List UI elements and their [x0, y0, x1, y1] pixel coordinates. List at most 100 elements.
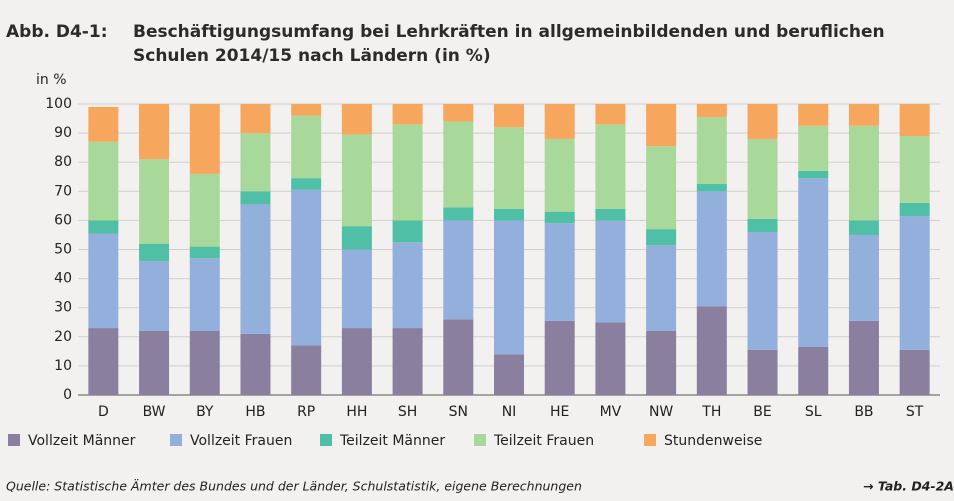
bar-segment	[240, 133, 271, 192]
bar-segment	[189, 104, 220, 174]
y-tick-label: 20	[54, 329, 72, 345]
bar-segment	[544, 211, 575, 224]
bar-segment	[291, 345, 322, 395]
y-tick-label: 10	[54, 358, 72, 374]
bar-segment	[88, 328, 119, 395]
bar-segment	[392, 124, 423, 221]
bar-segment	[291, 189, 322, 346]
bar-segment	[240, 191, 271, 205]
bar-segment	[696, 306, 727, 395]
bar-segment	[189, 173, 220, 247]
bar-segment	[696, 104, 727, 118]
x-tick-label: BW	[143, 404, 166, 420]
legend-label: Stundenweise	[664, 433, 762, 449]
bar-segment	[291, 115, 322, 179]
bar-segment	[443, 319, 474, 395]
legend-swatch	[170, 434, 182, 446]
bar-segment	[443, 207, 474, 221]
source: Quelle: Statistische Ämter des Bundes un…	[6, 479, 582, 494]
x-tick-label: HB	[245, 404, 265, 420]
bar-segment	[443, 104, 474, 122]
x-tick-label: HE	[550, 404, 569, 420]
bar-segment	[798, 178, 829, 347]
y-tick-label: 100	[45, 96, 72, 112]
bar-segment	[139, 243, 170, 262]
x-tick-label: SN	[449, 404, 468, 420]
legend-label: Teilzeit Männer	[339, 433, 445, 449]
legend-swatch	[644, 434, 656, 446]
bar-segment	[544, 104, 575, 139]
bar-segment	[646, 146, 677, 230]
bar-segment	[88, 233, 119, 329]
y-tick-label: 60	[54, 212, 72, 228]
x-tick-label: SH	[398, 404, 417, 420]
bar-segment	[392, 104, 423, 125]
bar-segment	[494, 127, 524, 209]
bar-segment	[240, 333, 271, 395]
x-tick-label: NI	[502, 404, 517, 420]
bar-segment	[341, 249, 372, 329]
legend-label: Vollzeit Männer	[28, 433, 136, 449]
bar-segment	[595, 322, 626, 395]
bar-segment	[595, 220, 626, 323]
x-tick-label: D	[98, 404, 109, 420]
bar-segment	[848, 125, 879, 221]
bar-segment	[189, 330, 220, 395]
bar-segment	[798, 104, 829, 126]
bar-segment	[747, 218, 778, 233]
bar-segment	[494, 354, 524, 395]
bar-segment	[139, 159, 170, 244]
bar-segment	[443, 220, 474, 320]
bar-segment	[240, 104, 271, 134]
x-tick-label: ST	[906, 404, 924, 420]
bar-segment	[747, 232, 778, 350]
bar-segment	[798, 170, 829, 179]
x-tick-label: RP	[297, 404, 315, 420]
bar-segment	[595, 124, 626, 209]
bar-segment	[392, 328, 423, 395]
chart-title: Beschäftigungsumfang bei Lehrkräften in …	[133, 22, 885, 42]
bar-segment	[494, 208, 524, 221]
bar-segment	[139, 261, 170, 331]
bar-segment	[443, 121, 474, 208]
y-tick-label: 90	[54, 125, 72, 141]
bar-segment	[88, 220, 119, 234]
bar-segment	[189, 258, 220, 331]
bar-segment	[291, 104, 322, 116]
bar-segment	[544, 320, 575, 395]
bar-segment	[494, 104, 524, 128]
bar-segment	[341, 104, 372, 135]
bar-segment	[189, 246, 220, 259]
bar-segment	[798, 125, 829, 171]
bar-segment	[899, 216, 930, 350]
legend-swatch	[8, 434, 20, 446]
bar-segment	[848, 220, 879, 235]
bar-segment	[899, 136, 930, 203]
legend-label: Teilzeit Frauen	[493, 433, 594, 449]
y-axis-label: in %	[36, 72, 67, 88]
bar-segment	[392, 220, 423, 243]
bar-segment	[848, 104, 879, 126]
x-tick-label: BE	[753, 404, 771, 420]
x-tick-label: NW	[649, 404, 673, 420]
bar-segment	[139, 330, 170, 395]
bar-segment	[595, 104, 626, 125]
bar-segment	[139, 104, 170, 160]
bar-segment	[341, 328, 372, 395]
bar-segment	[494, 220, 524, 355]
bar-segment	[696, 191, 727, 307]
bar-segment	[747, 349, 778, 395]
bar-segment	[88, 141, 119, 221]
x-tick-label: SL	[805, 404, 822, 420]
x-tick-label: MV	[600, 404, 622, 420]
x-tick-label: BB	[854, 404, 873, 420]
y-tick-label: 50	[54, 242, 72, 258]
x-tick-label: TH	[701, 404, 721, 420]
bar-segment	[341, 134, 372, 227]
y-tick-label: 80	[54, 154, 72, 170]
y-tick-label: 0	[63, 387, 72, 403]
bar-segment	[646, 245, 677, 331]
bar-segment	[646, 104, 677, 147]
